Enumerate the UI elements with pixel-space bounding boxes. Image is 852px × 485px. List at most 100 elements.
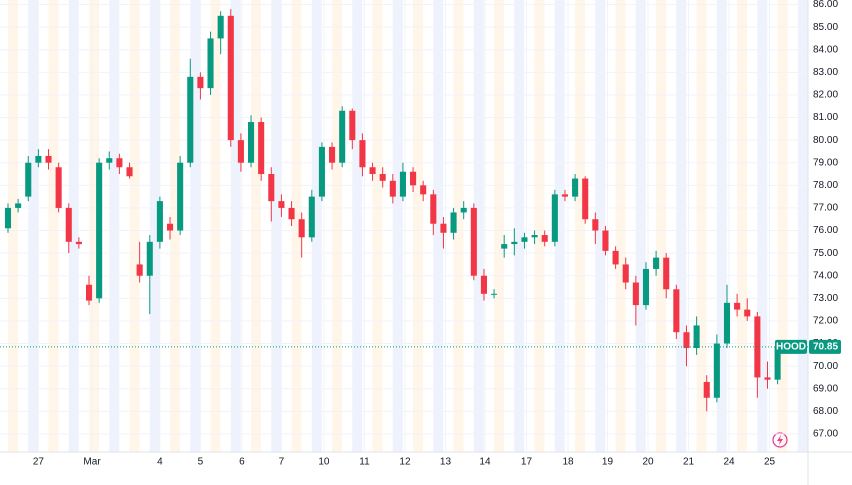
candle-body	[642, 268, 650, 306]
candle-body	[156, 201, 163, 242]
x-tick-label: 10	[318, 457, 330, 468]
candle-body	[197, 76, 204, 89]
candle-body	[25, 162, 32, 197]
candle-body	[369, 167, 376, 175]
y-tick-label: 74.00	[813, 270, 838, 281]
session-stripe	[68, 0, 79, 452]
x-tick-label: 6	[239, 457, 245, 468]
candle-body	[227, 15, 234, 141]
candle-body	[511, 241, 518, 245]
session-stripe	[595, 0, 606, 452]
x-tick-label: 5	[198, 457, 204, 468]
candle-body	[116, 158, 123, 168]
candle-body	[693, 325, 700, 349]
candle-body	[237, 140, 244, 163]
candle-body	[207, 38, 214, 89]
candle-body	[713, 343, 720, 398]
session-stripe	[89, 0, 99, 452]
session-stripe	[656, 0, 666, 452]
candle-body	[349, 110, 356, 141]
candle-body	[96, 162, 103, 299]
x-tick-label: 7	[279, 457, 285, 468]
candle-body	[491, 293, 498, 295]
x-tick-label: 13	[440, 457, 452, 468]
candle-body	[460, 207, 467, 213]
session-stripe	[696, 0, 707, 452]
candle-body	[572, 178, 579, 197]
candle-body	[75, 241, 82, 245]
candle-body	[541, 235, 548, 242]
price-label: 70.85	[813, 342, 838, 353]
candle-body	[65, 207, 72, 242]
candle-body	[55, 167, 62, 208]
y-tick-label: 73.00	[813, 293, 838, 304]
session-stripe	[271, 0, 282, 452]
candle-body	[703, 381, 710, 398]
session-stripe	[494, 0, 504, 452]
session-stripe	[372, 0, 383, 452]
session-stripe	[48, 0, 59, 452]
y-tick-label: 76.00	[813, 225, 838, 236]
candle-body	[440, 223, 447, 233]
x-tick-label: 25	[764, 457, 776, 468]
candle-body	[389, 180, 396, 197]
session-stripe	[716, 0, 727, 452]
candle-body	[663, 257, 670, 290]
y-tick-label: 81.00	[813, 112, 838, 123]
candle-body	[774, 346, 781, 380]
session-stripe	[332, 0, 342, 452]
candle-body	[420, 185, 427, 195]
candle-body	[501, 244, 508, 249]
candle-body	[723, 302, 731, 344]
candle-body	[561, 194, 568, 197]
candle-body	[551, 194, 558, 242]
y-tick-label: 79.00	[813, 157, 838, 168]
x-tick-label: 4	[157, 457, 163, 468]
symbol-tag	[775, 339, 807, 354]
session-stripe	[797, 0, 808, 452]
candle-body	[582, 178, 589, 220]
candle-body	[430, 194, 437, 224]
x-tick-label: 17	[521, 457, 533, 468]
candle-body	[258, 122, 265, 175]
candle-body	[612, 250, 619, 265]
x-tick-label: 21	[683, 457, 695, 468]
x-tick-label: 14	[479, 457, 491, 468]
candle-body	[622, 264, 629, 283]
replay-icon[interactable]	[772, 432, 788, 448]
candle-body	[470, 207, 477, 276]
y-tick-label: 75.00	[813, 248, 838, 259]
y-tick-label: 77.00	[813, 203, 838, 214]
y-tick-label: 84.00	[813, 44, 838, 55]
session-stripe	[251, 0, 261, 452]
session-stripe	[453, 0, 464, 452]
session-stripe	[170, 0, 180, 452]
x-tick-label: 19	[602, 457, 614, 468]
candle-body	[187, 76, 194, 163]
candle-body	[15, 203, 22, 208]
candle-body	[399, 171, 406, 197]
session-stripe	[291, 0, 302, 452]
candle-body	[298, 219, 305, 238]
session-stripe	[554, 0, 565, 452]
candle-body	[85, 284, 93, 301]
candle-body	[339, 110, 346, 163]
y-tick-label: 67.00	[813, 429, 838, 440]
candle-body	[288, 207, 295, 220]
candle-body	[45, 155, 52, 163]
session-stripe	[392, 0, 403, 452]
y-tick-label: 78.00	[813, 180, 838, 191]
candle-body	[653, 257, 660, 269]
session-stripe	[311, 0, 322, 452]
candle-body	[754, 316, 761, 378]
session-stripe	[109, 0, 120, 452]
session-stripe	[737, 0, 747, 452]
candle-body	[480, 275, 487, 294]
session-stripe	[8, 0, 18, 452]
x-tick-label: 11	[359, 457, 370, 468]
x-tick-label: 24	[723, 457, 735, 468]
session-stripe	[149, 0, 160, 452]
candle-body	[177, 162, 184, 231]
price-tag	[809, 339, 841, 354]
